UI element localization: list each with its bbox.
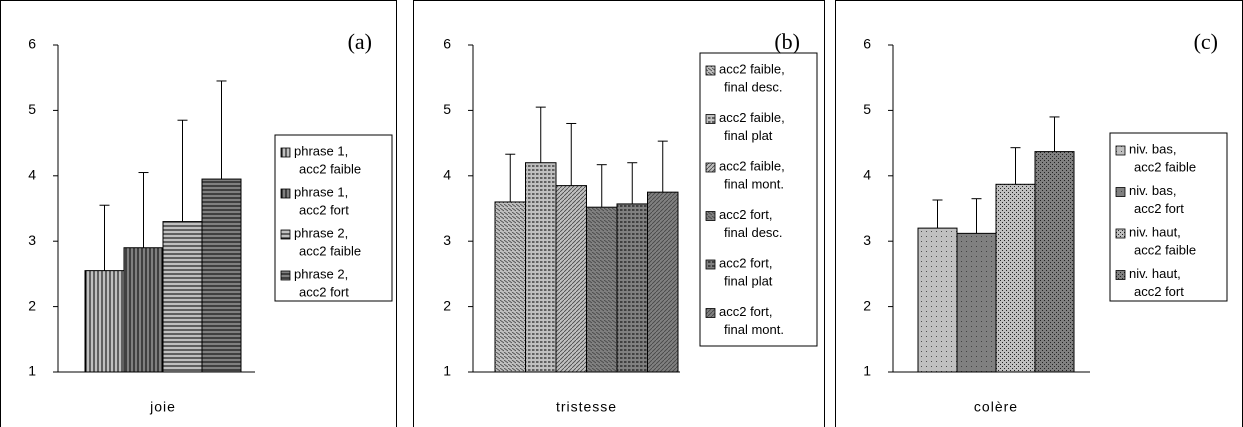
y-tick-label: 2 — [443, 297, 451, 313]
y-tick-label: 4 — [28, 167, 36, 183]
bar — [647, 191, 679, 373]
bar — [123, 247, 164, 373]
y-tick-label: 4 — [443, 167, 451, 183]
bar — [555, 185, 587, 373]
x-tick-label: colère — [974, 399, 1018, 415]
legend-label: niv. haut, — [1129, 224, 1181, 239]
bar — [917, 227, 958, 373]
legend-label: acc2 fort — [299, 284, 349, 299]
legend-label: acc2 fort — [1134, 284, 1184, 299]
x-tick-label: joie — [149, 399, 176, 415]
legend-label: acc2 fort, — [719, 207, 772, 222]
legend-label: acc2 faible, — [719, 110, 785, 125]
panel-label: (a) — [348, 29, 372, 54]
y-tick-label: 3 — [28, 232, 36, 248]
legend-label: acc2 faible — [299, 161, 361, 176]
y-tick-label: 6 — [443, 36, 451, 52]
legend-swatch — [1115, 187, 1126, 197]
legend-box — [1109, 132, 1228, 302]
y-tick-label: 6 — [863, 36, 871, 52]
legend-label: acc2 fort, — [719, 304, 772, 319]
y-tick-label: 2 — [863, 297, 871, 313]
y-tick-label: 1 — [443, 363, 451, 379]
bar — [201, 178, 242, 373]
panel-frame — [413, 0, 825, 427]
bar — [494, 201, 526, 373]
y-tick-label: 1 — [28, 363, 36, 379]
legend-label: niv. bas, — [1129, 141, 1176, 156]
legend-label: acc2 fort, — [719, 255, 772, 270]
y-tick-label: 5 — [863, 101, 871, 117]
legend-swatch — [280, 147, 291, 158]
y-tick-label: 1 — [863, 363, 871, 379]
legend-label: acc2 fort — [299, 202, 349, 217]
legend-swatch — [1115, 228, 1126, 239]
legend-label: final plat — [724, 273, 773, 288]
legend-label: acc2 faible — [1134, 242, 1196, 257]
legend-swatch — [705, 308, 716, 318]
panel-label: (c) — [1194, 29, 1218, 54]
legend-box — [274, 134, 393, 302]
panel-label: (b) — [774, 29, 800, 54]
legend-label: final desc. — [724, 79, 783, 94]
legend-label: phrase 1, — [294, 143, 348, 158]
x-tick-label: tristesse — [556, 399, 617, 415]
legend-label: final desc. — [724, 225, 783, 240]
legend-swatch — [705, 65, 716, 76]
legend-swatch — [705, 259, 716, 270]
legend-swatch — [1115, 270, 1126, 280]
bar — [956, 232, 997, 373]
legend-swatch — [705, 114, 716, 124]
legend-swatch — [280, 188, 291, 199]
y-tick-label: 5 — [443, 101, 451, 117]
legend-label: phrase 1, — [294, 184, 348, 199]
legend-swatch — [280, 270, 291, 281]
bar — [162, 221, 203, 373]
legend-label: acc2 fort — [1134, 201, 1184, 216]
bar — [1034, 151, 1075, 373]
legend-swatch — [705, 162, 716, 173]
bar — [995, 183, 1036, 373]
legend-label: acc2 faible, — [719, 158, 785, 173]
legend-swatch — [280, 229, 291, 240]
bar — [525, 162, 557, 373]
y-tick-label: 5 — [28, 101, 36, 117]
legend-box — [699, 52, 818, 347]
y-tick-label: 3 — [443, 232, 451, 248]
legend-label: phrase 2, — [294, 225, 348, 240]
legend-label: acc2 faible — [299, 243, 361, 258]
y-tick-label: 2 — [28, 297, 36, 313]
legend-label: acc2 faible — [1134, 159, 1196, 174]
legend-label: final plat — [724, 128, 773, 143]
y-tick-label: 4 — [863, 167, 871, 183]
legend-label: niv. bas, — [1129, 183, 1176, 198]
legend-swatch — [1115, 145, 1126, 156]
bar — [84, 270, 125, 373]
y-tick-label: 6 — [28, 36, 36, 52]
bar — [616, 203, 648, 373]
legend-label: final mont. — [724, 176, 784, 191]
legend-label: final mont. — [724, 322, 784, 337]
panel-frame — [0, 0, 397, 427]
legend-label: phrase 2, — [294, 266, 348, 281]
legend-swatch — [705, 211, 716, 221]
legend-label: niv. haut, — [1129, 266, 1181, 281]
legend-label: acc2 faible, — [719, 61, 785, 76]
y-tick-label: 3 — [863, 232, 871, 248]
bar — [586, 206, 618, 373]
